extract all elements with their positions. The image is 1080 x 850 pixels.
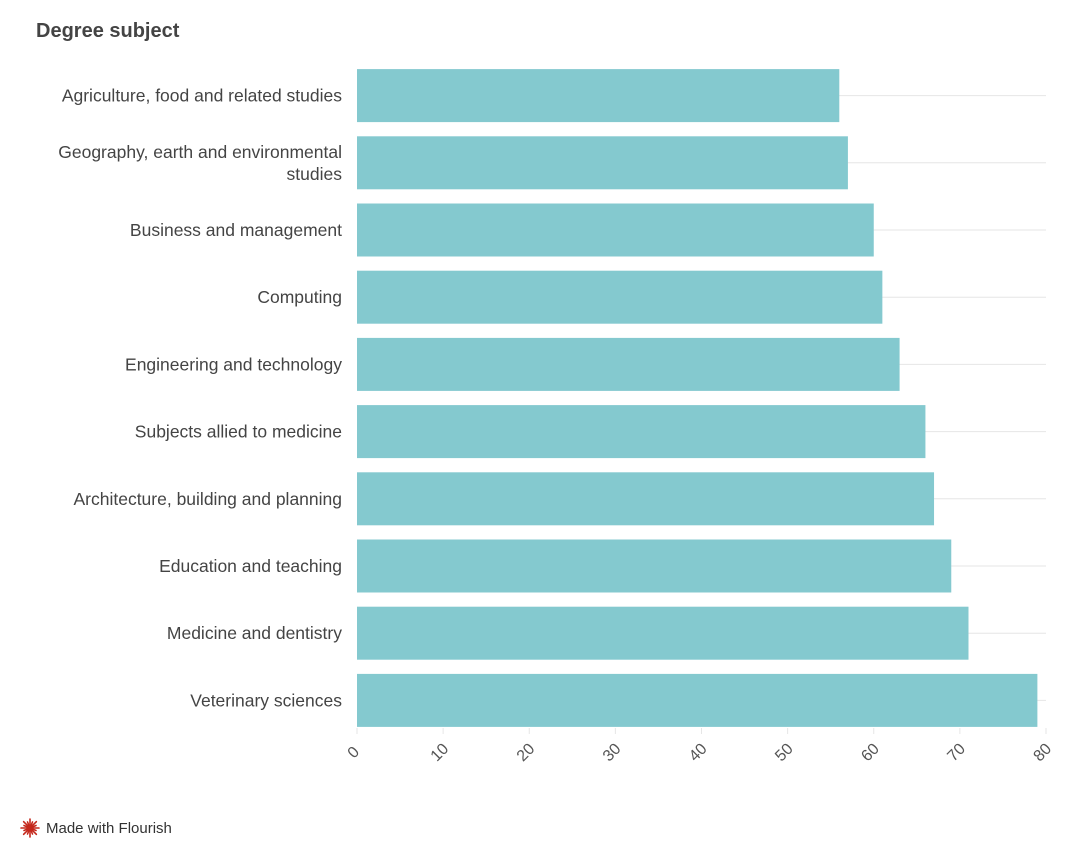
bar — [357, 270, 883, 324]
bar — [357, 405, 926, 459]
bar — [357, 337, 900, 391]
category-label: Geography, earth and environmental studie… — [58, 142, 342, 184]
bar — [357, 606, 969, 660]
category-label: Agriculture, food and related studies — [62, 86, 342, 106]
made-with-flourish-link[interactable]: Made with Flourish — [20, 818, 172, 838]
category-label: Education and teaching — [159, 556, 342, 576]
bar — [357, 472, 935, 526]
category-label: Engineering and technology — [125, 354, 342, 374]
category-label: Medicine and dentistry — [167, 623, 342, 643]
x-axis-ticks: 0 10 20 30 40 50 60 70 80 — [345, 740, 1056, 765]
x-tick-label: 40 — [686, 740, 711, 765]
flourish-logo-icon — [20, 818, 40, 838]
bar — [357, 673, 1038, 727]
category-labels: Agriculture, food and related studies Geo… — [58, 86, 342, 711]
bar — [357, 539, 952, 593]
x-tick-label: 0 — [345, 744, 363, 762]
category-label: Computing — [257, 287, 342, 307]
category-label: Subjects allied to medicine — [135, 422, 342, 442]
chart-title: Degree subject — [36, 20, 180, 42]
bar — [357, 69, 840, 123]
bar — [357, 203, 874, 257]
category-label: Architecture, building and planning — [73, 489, 342, 509]
category-label: Business and management — [130, 220, 342, 240]
x-tick-label: 20 — [514, 740, 539, 765]
x-tick-label: 10 — [428, 740, 453, 765]
x-tick-label: 60 — [858, 740, 883, 765]
bar — [357, 136, 848, 190]
x-tick-label: 80 — [1031, 740, 1056, 765]
bars — [357, 69, 1038, 727]
footer-label: Made with Flourish — [46, 819, 172, 837]
x-tick-label: 50 — [772, 740, 797, 765]
x-tick-label: 70 — [944, 740, 969, 765]
x-tick-label: 30 — [600, 740, 625, 765]
category-label: Veterinary sciences — [190, 690, 342, 710]
